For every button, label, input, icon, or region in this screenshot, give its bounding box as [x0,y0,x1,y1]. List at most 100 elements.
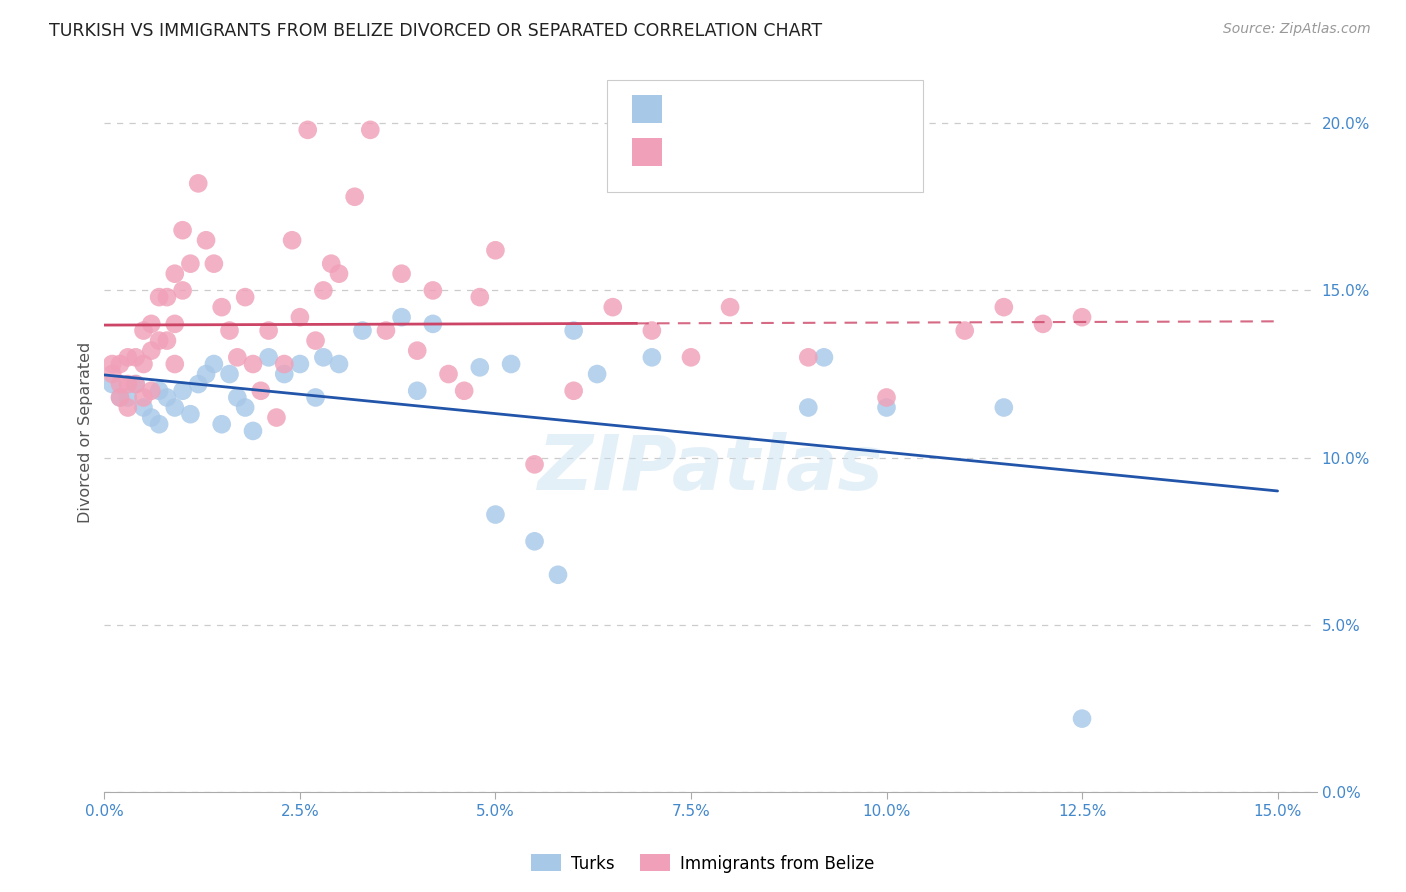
Point [562,384,585,398]
Point [993,300,1015,314]
Point [141,343,163,358]
Point [211,417,233,432]
Point [321,257,343,271]
Point [523,534,546,549]
Point [679,351,702,365]
Point [141,384,163,398]
Point [124,351,146,365]
Point [132,324,155,338]
Point [501,357,523,371]
Point [124,377,146,392]
Point [453,384,475,398]
Point [328,357,350,371]
Point [179,407,201,421]
Point [288,357,311,371]
Point [297,123,319,137]
Point [195,233,218,247]
Point [187,377,209,392]
Text: ZIPatlas: ZIPatlas [537,432,883,506]
Point [117,401,139,415]
FancyBboxPatch shape [631,95,662,123]
Point [953,324,976,338]
Point [391,310,413,325]
Text: R = --0.072   N = 43: R = --0.072 N = 43 [673,96,844,114]
Point [226,391,249,405]
Point [202,257,225,271]
Point [101,377,124,392]
Point [468,290,491,304]
Point [359,123,381,137]
Point [797,351,820,365]
Point [101,367,124,381]
Point [233,290,256,304]
Point [304,334,326,348]
Point [586,367,609,381]
Point [101,357,124,371]
Point [141,410,163,425]
Point [148,290,170,304]
Point [352,324,374,338]
Point [312,284,335,298]
Y-axis label: Divorced or Separated: Divorced or Separated [79,342,93,524]
Point [328,267,350,281]
Point [163,357,186,371]
Text: TURKISH VS IMMIGRANTS FROM BELIZE DIVORCED OR SEPARATED CORRELATION CHART: TURKISH VS IMMIGRANTS FROM BELIZE DIVORC… [49,22,823,40]
Point [156,290,179,304]
Point [148,334,170,348]
Point [156,391,179,405]
Point [422,284,444,298]
Point [266,410,288,425]
Point [141,317,163,331]
Point [172,384,194,398]
Point [148,384,170,398]
Point [117,351,139,365]
Point [124,377,146,392]
Point [117,391,139,405]
Text: Source: ZipAtlas.com: Source: ZipAtlas.com [1223,22,1371,37]
Point [257,324,280,338]
Point [813,351,835,365]
Point [391,267,413,281]
Point [163,317,186,331]
Point [523,458,546,472]
Point [187,177,209,191]
Point [108,391,131,405]
Point [484,508,506,522]
Point [484,244,506,258]
Point [406,384,429,398]
Point [132,401,155,415]
Point [172,284,194,298]
Point [132,391,155,405]
Point [179,257,201,271]
Point [312,351,335,365]
Point [437,367,460,381]
Point [117,377,139,392]
Point [468,360,491,375]
Point [422,317,444,331]
Point [304,391,326,405]
Point [281,233,304,247]
Point [374,324,396,338]
Point [163,401,186,415]
Point [876,391,898,405]
Point [343,190,366,204]
Point [797,401,820,415]
Point [257,351,280,365]
Point [1071,310,1094,325]
Point [211,300,233,314]
Point [226,351,249,365]
Point [273,357,295,371]
Point [132,357,155,371]
Point [172,223,194,237]
Point [718,300,741,314]
Point [641,351,664,365]
FancyBboxPatch shape [607,80,922,192]
Point [218,324,240,338]
Point [1032,317,1054,331]
Point [562,324,585,338]
FancyBboxPatch shape [631,137,662,167]
Point [108,377,131,392]
Point [156,334,179,348]
Point [288,310,311,325]
Point [195,367,218,381]
